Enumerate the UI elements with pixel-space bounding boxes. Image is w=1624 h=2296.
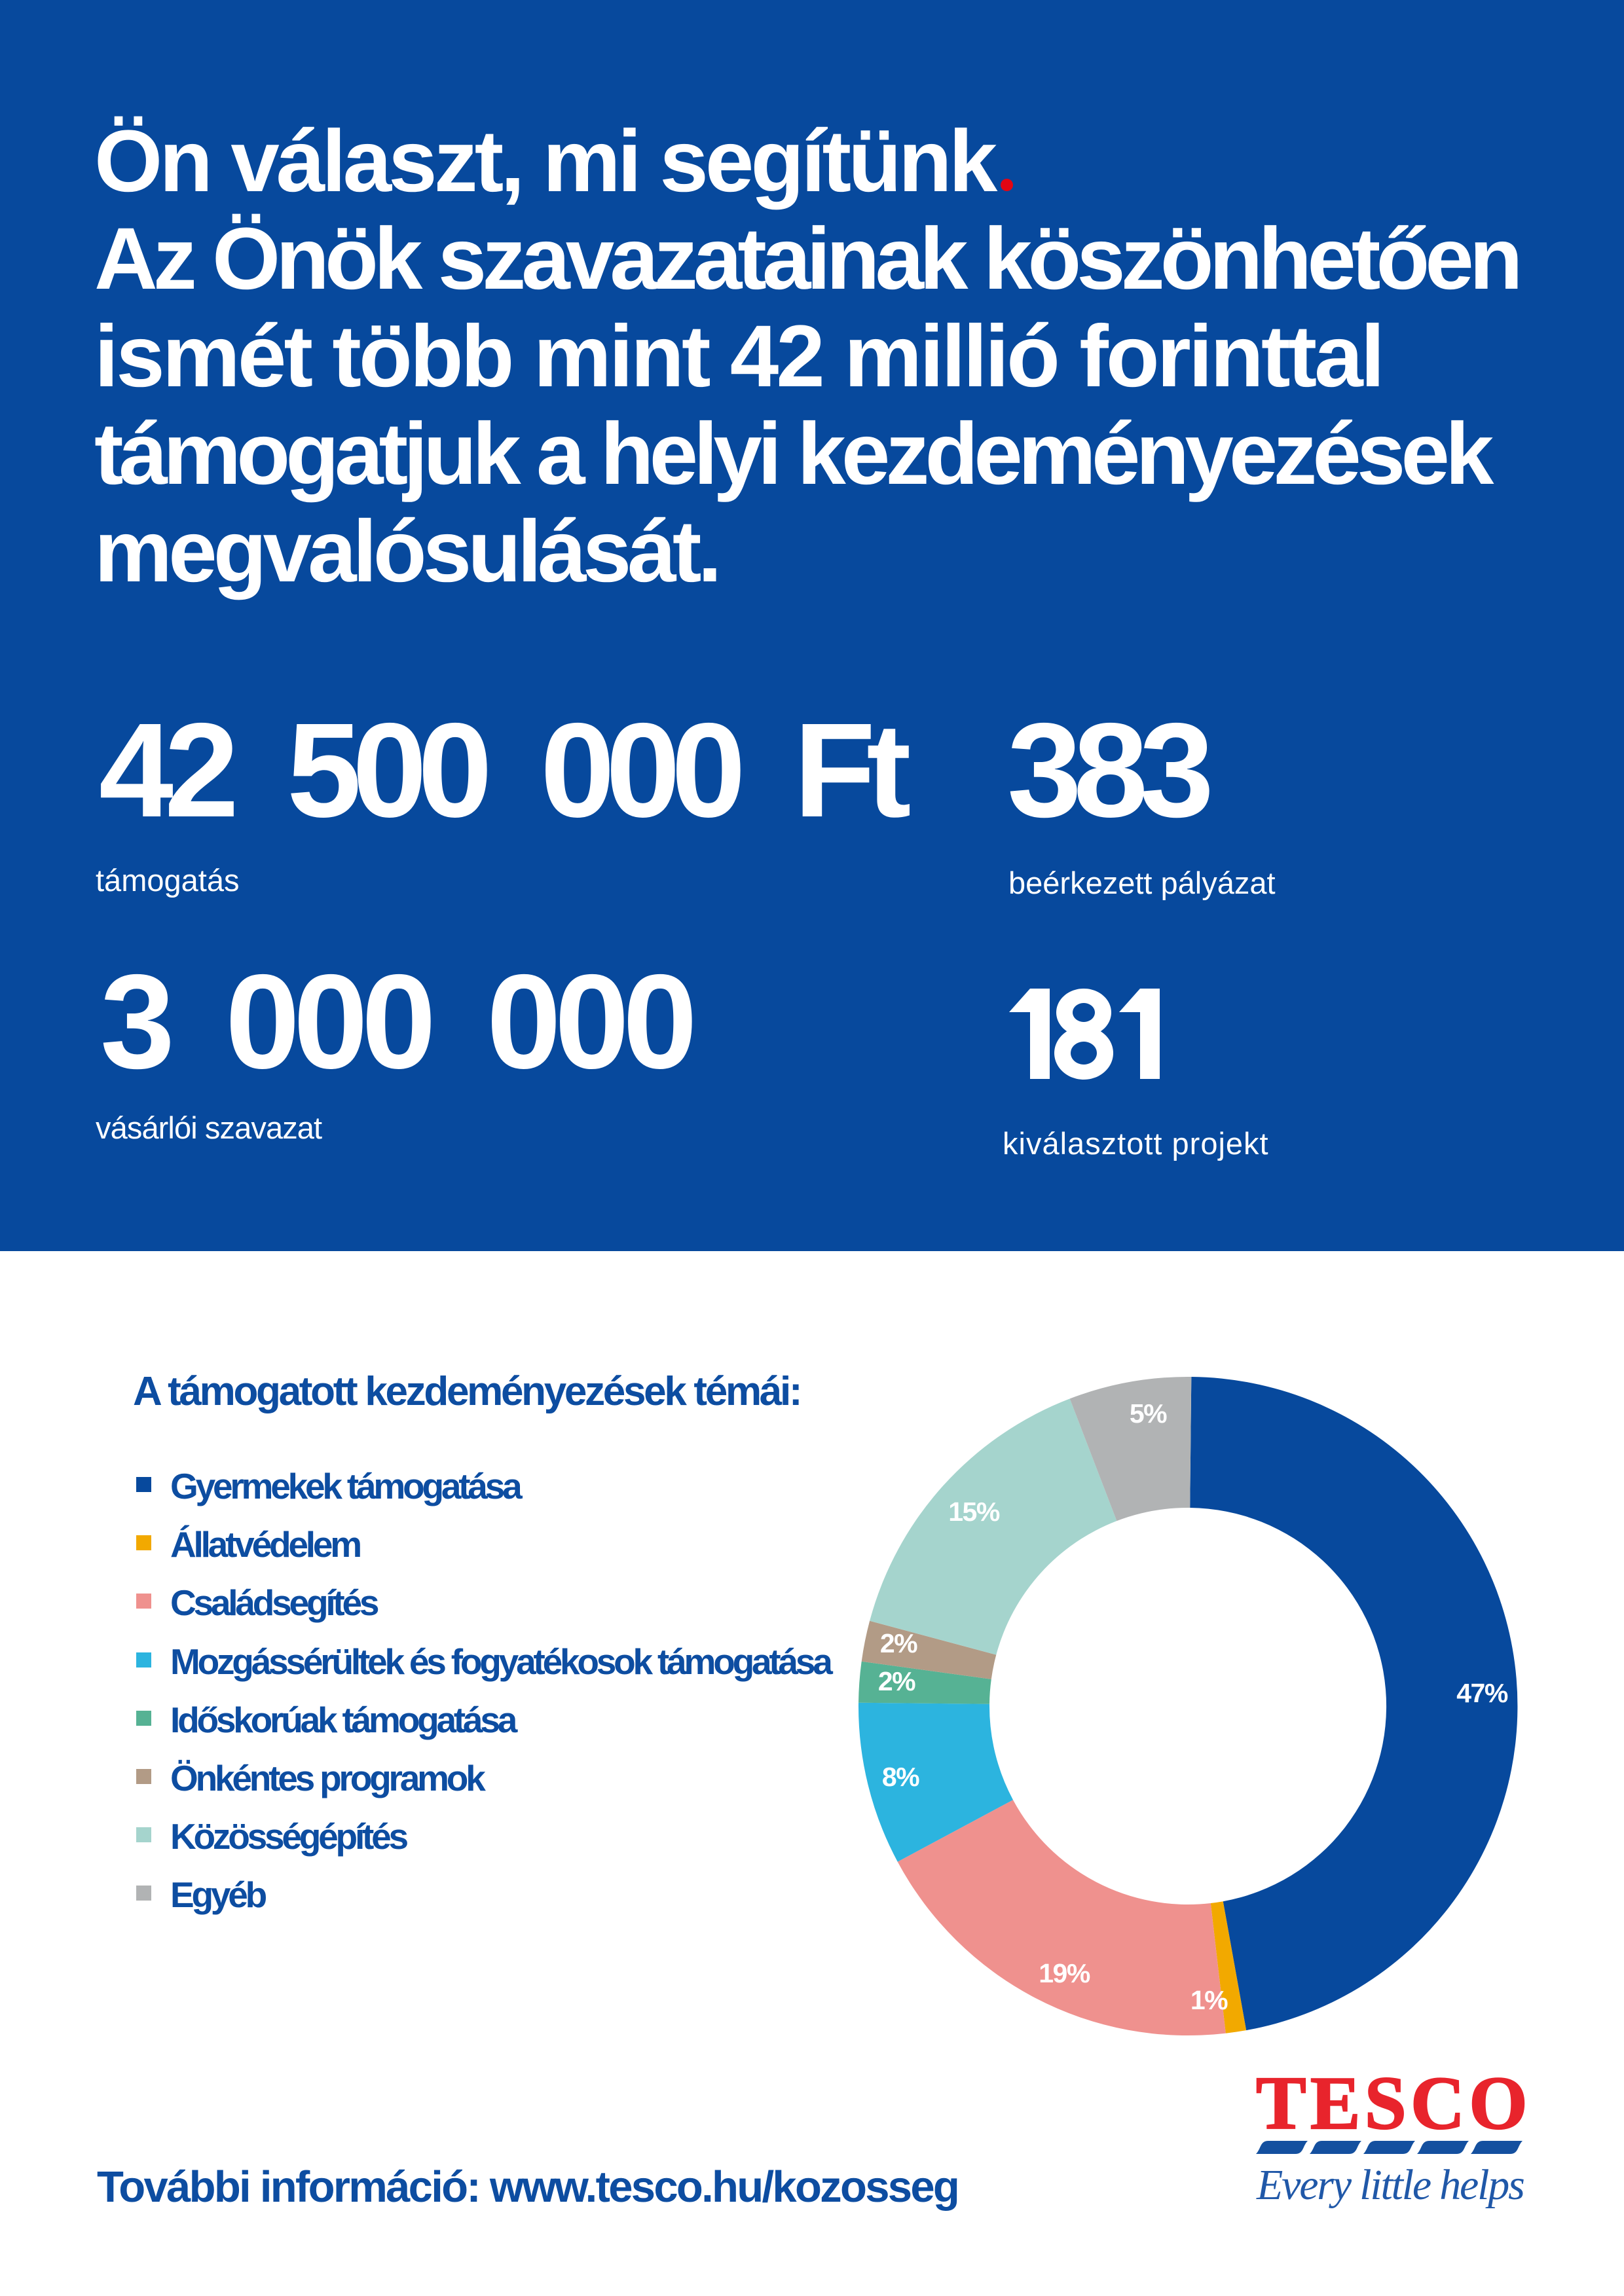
svg-text:2%: 2% [880,1628,917,1658]
svg-text:8%: 8% [882,1762,919,1792]
svg-text:1%: 1% [1190,1985,1228,2015]
svg-text:15%: 15% [948,1497,1000,1527]
svg-text:47%: 47% [1456,1678,1508,1708]
svg-text:19%: 19% [1039,1958,1090,1988]
svg-text:5%: 5% [1130,1398,1167,1429]
svg-text:2%: 2% [878,1666,915,1696]
